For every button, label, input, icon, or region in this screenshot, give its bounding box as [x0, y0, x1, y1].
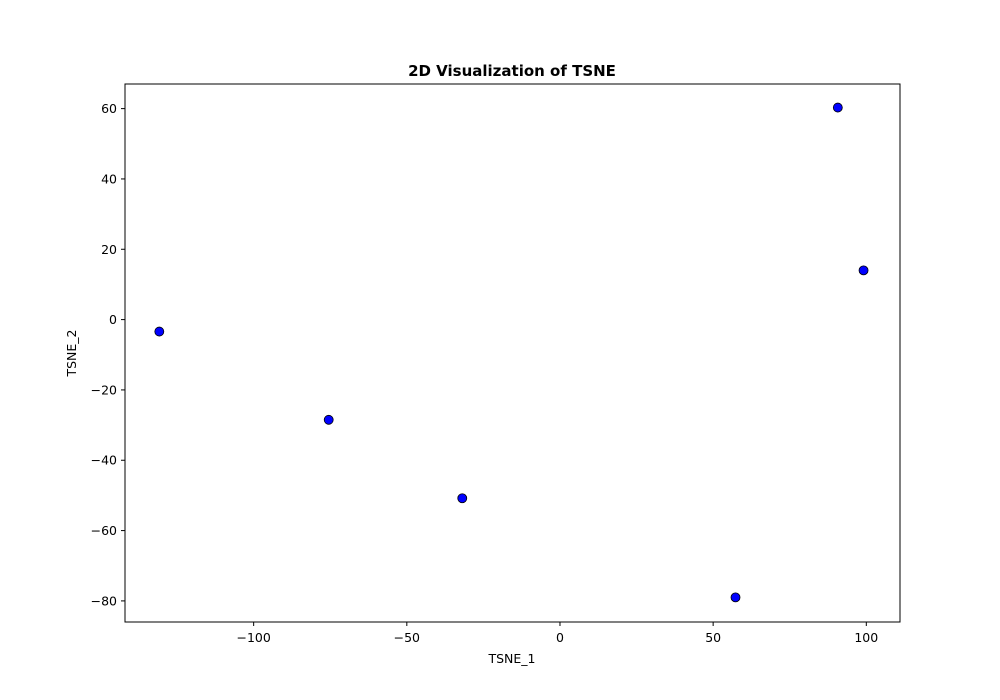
plot-area-frame [124, 83, 901, 623]
scatter-point [154, 326, 165, 337]
scatter-point [730, 592, 741, 603]
x-tick-label: 0 [556, 630, 564, 645]
chart-title: 2D Visualization of TSNE [408, 62, 616, 80]
y-tick-label: 60 [101, 101, 117, 116]
y-axis: −80 −60 −40 −20 0 20 40 60 [91, 101, 125, 608]
y-tick-label: −20 [91, 382, 117, 397]
y-tick-label: −40 [91, 453, 117, 468]
x-tick-label: 100 [854, 630, 878, 645]
y-tick-label: 40 [101, 171, 117, 186]
scatter-point [832, 102, 843, 113]
x-axis-label: TSNE_1 [487, 651, 535, 666]
y-tick-label: −80 [91, 593, 117, 608]
scatter-point [457, 493, 468, 504]
y-tick-label: 0 [109, 312, 117, 327]
x-tick-label: −100 [236, 630, 270, 645]
y-tick-label: 20 [101, 242, 117, 257]
x-tick-label: 50 [705, 630, 721, 645]
scatter-point [858, 265, 869, 276]
data-points [154, 102, 869, 603]
y-tick-label: −60 [91, 523, 117, 538]
x-axis: −100 −50 0 50 100 [236, 622, 878, 645]
scatter-point [323, 414, 334, 425]
x-tick-label: −50 [394, 630, 420, 645]
y-axis-label: TSNE_2 [64, 329, 79, 377]
